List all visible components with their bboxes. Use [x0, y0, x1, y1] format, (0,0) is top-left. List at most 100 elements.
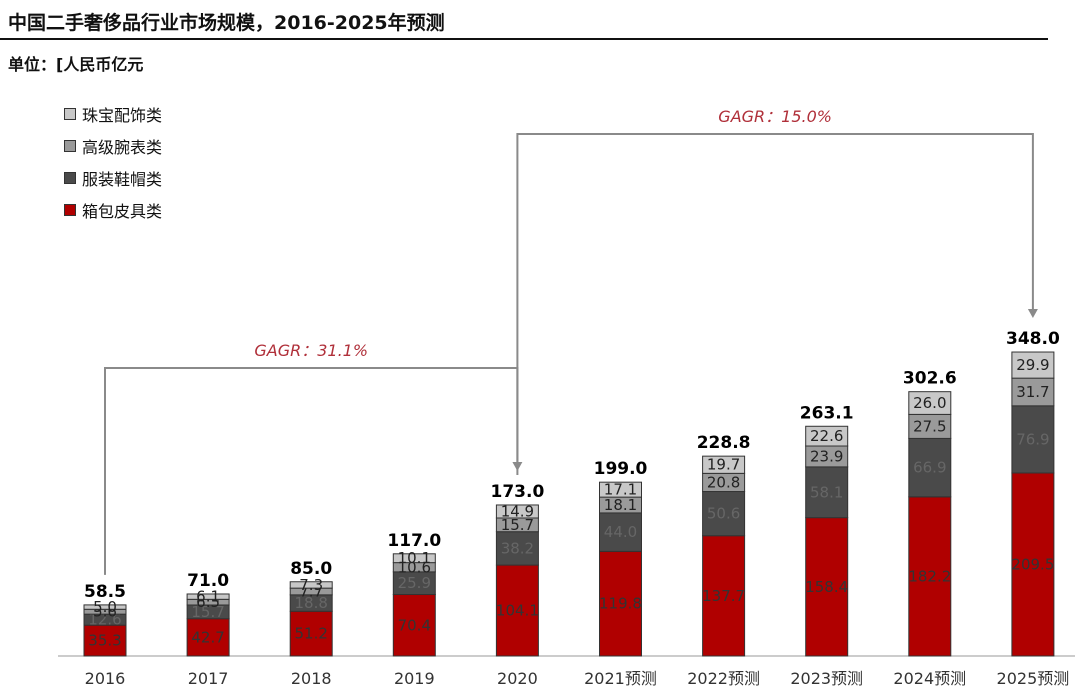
segment-label: 35.3	[88, 632, 121, 650]
bar-segment	[289, 581, 333, 589]
segment-label: 29.9	[1016, 356, 1049, 374]
bar-segment	[599, 550, 642, 657]
segment-label: 20.8	[707, 473, 740, 491]
legend-swatch	[64, 172, 76, 184]
total-label: 348.0	[1006, 329, 1060, 349]
bar-segment	[908, 413, 952, 439]
x-tick-label: 2018	[291, 669, 332, 688]
segment-label: 38.2	[501, 539, 534, 557]
total-label: 173.0	[491, 482, 545, 502]
bar-segment	[392, 594, 436, 657]
bar-segment	[908, 391, 952, 415]
segment-label: 27.5	[913, 417, 946, 435]
cagr-label: GAGR：31.1%	[254, 341, 368, 360]
segment-label: 10.1	[398, 549, 431, 567]
total-label: 85.0	[290, 559, 332, 579]
bar-segment	[805, 425, 849, 447]
bar-segment	[1011, 351, 1055, 379]
total-label: 199.0	[594, 459, 648, 479]
bar-segment	[186, 618, 230, 657]
bar-segment	[908, 496, 952, 657]
x-tick-label: 2024预测	[893, 669, 966, 688]
segment-label: 14.9	[501, 502, 534, 520]
legend-item: 珠宝配饰类	[64, 98, 162, 130]
segment-label: 7.3	[299, 576, 323, 594]
x-tick-label: 2020	[497, 669, 538, 688]
legend: 珠宝配饰类高级腕表类服装鞋帽类箱包皮具类	[64, 98, 162, 226]
bar-segment	[599, 481, 642, 498]
total-label: 228.8	[697, 433, 751, 453]
segment-label: 12.6	[88, 611, 121, 629]
total-label: 263.1	[800, 403, 854, 423]
bar-segment	[83, 604, 127, 610]
segment-label: 209.5	[1011, 556, 1054, 574]
segment-label: 119.8	[599, 595, 642, 613]
bar-segment	[495, 564, 539, 657]
bar-segment	[805, 466, 849, 519]
legend-swatch	[64, 204, 76, 216]
bar-segment	[1011, 472, 1055, 657]
segment-label: 42.7	[191, 628, 224, 646]
cagr-bracket	[516, 133, 1034, 475]
title-divider	[0, 38, 1048, 40]
segment-label: 17.1	[604, 481, 637, 499]
segment-label: 137.7	[702, 587, 745, 605]
segment-label: 15.7	[191, 603, 224, 621]
bar-segment	[495, 531, 539, 566]
segment-label: 23.9	[810, 447, 843, 465]
x-tick-label: 2022预测	[687, 669, 760, 688]
total-label: 58.5	[84, 582, 126, 602]
cagr-bracket	[104, 367, 519, 575]
segment-label: 70.4	[398, 616, 431, 634]
unit-label: 单位：[人民币亿元	[8, 55, 144, 74]
bar-segment	[495, 504, 539, 519]
bar-segment	[908, 437, 952, 498]
chart-title: 中国二手奢侈品行业市场规模，2016-2025年预测	[8, 12, 445, 34]
segment-label: 5.0	[93, 598, 117, 616]
segment-label: 58.1	[810, 483, 843, 501]
x-tick-label: 2017	[188, 669, 229, 688]
segment-label: 31.7	[1016, 383, 1049, 401]
segment-label: 15.7	[501, 516, 534, 534]
segment-label: 18.8	[294, 594, 327, 612]
legend-item: 箱包皮具类	[64, 194, 162, 226]
total-label: 302.6	[903, 369, 957, 389]
x-tick-label: 2021预测	[584, 669, 657, 688]
x-tick-label: 2025预测	[997, 669, 1070, 688]
legend-label: 高级腕表类	[82, 138, 163, 157]
legend-label: 箱包皮具类	[82, 202, 163, 221]
segment-label: 182.2	[908, 567, 951, 585]
bar-segment	[392, 553, 436, 564]
bar-segment	[805, 517, 849, 657]
legend-swatch	[64, 140, 76, 152]
segment-label: 51.2	[294, 625, 327, 643]
bar-segment	[702, 535, 746, 657]
cagr-arrowhead	[1027, 309, 1038, 319]
legend-label: 珠宝配饰类	[82, 106, 163, 125]
total-label: 71.0	[187, 571, 229, 591]
segment-label: 50.6	[707, 505, 740, 523]
segment-label: 6.1	[196, 588, 220, 606]
segment-label: 26.0	[913, 394, 946, 412]
segment-label: 18.1	[604, 496, 637, 514]
x-tick-label: 2023预测	[790, 669, 863, 688]
x-tick-label: 2019	[394, 669, 435, 688]
bar-segment	[1011, 377, 1055, 407]
bar-segment	[289, 610, 333, 657]
segment-label: 158.4	[805, 578, 848, 596]
x-tick-label: 2016	[85, 669, 126, 688]
legend-label: 服装鞋帽类	[82, 170, 163, 189]
legend-swatch	[64, 108, 76, 120]
bar-segment	[702, 455, 746, 474]
bar-segment	[186, 593, 230, 600]
segment-label: 44.0	[604, 523, 637, 541]
segment-label: 66.9	[913, 459, 946, 477]
bar-segment	[83, 624, 127, 657]
cagr-label: GAGR：15.0%	[718, 107, 832, 126]
segment-label: 104.1	[496, 602, 539, 620]
segment-label: 19.7	[707, 456, 740, 474]
legend-item: 服装鞋帽类	[64, 162, 162, 194]
segment-label: 76.9	[1016, 430, 1049, 448]
total-label: 117.0	[387, 531, 441, 551]
